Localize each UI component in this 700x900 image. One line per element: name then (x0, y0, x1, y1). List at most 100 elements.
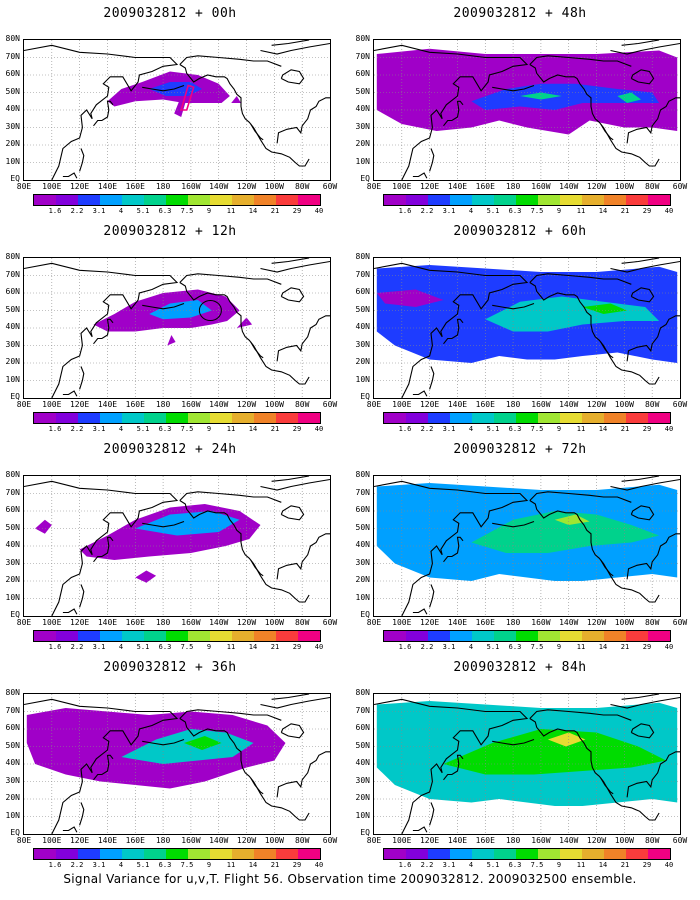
coastline (600, 341, 614, 359)
longitude-label: 100W (614, 836, 634, 845)
latitude-label: 10N (5, 592, 20, 602)
coastline (374, 44, 529, 180)
colorbar-swatch (100, 849, 122, 859)
colorbar-swatch (560, 195, 582, 205)
coastline (443, 754, 464, 781)
colorbar-swatch (604, 195, 626, 205)
colorbar-tick: 29 (292, 643, 302, 651)
latitude-label: 50N (5, 304, 20, 314)
colorbar-tick: 4 (118, 643, 124, 651)
latitude-label: 60N (5, 505, 20, 514)
colorbar (383, 194, 671, 206)
colorbar-tick: 14 (598, 861, 608, 869)
latitude-label: 70N (5, 487, 20, 497)
coastline (610, 260, 680, 273)
coastline (429, 802, 435, 826)
longitude-label: 120W (586, 182, 607, 191)
colorbar-tick: 2.2 (420, 861, 434, 869)
colorbar-tick: 11 (226, 861, 236, 869)
longitude-label: 80W (644, 836, 660, 845)
panel-title: 2009032812 + 24h (103, 442, 237, 457)
coastline (179, 273, 282, 285)
coastline (280, 69, 305, 85)
colorbar-tick: 21 (620, 207, 630, 215)
colorbar-tick: 11 (576, 861, 586, 869)
latitude-label: EQ (10, 610, 20, 619)
variance-contour (547, 732, 586, 747)
latitude-label: 20N (355, 139, 370, 148)
coastline (621, 258, 660, 264)
colorbar-swatch (626, 631, 648, 641)
longitude-label: 60W (672, 618, 688, 627)
colorbar-tick: 1.6 (398, 425, 412, 433)
colorbar-swatch (384, 631, 406, 641)
colorbar-tick: 9 (556, 643, 562, 651)
colorbar-tick: 29 (292, 861, 302, 869)
colorbar-swatch (582, 195, 604, 205)
longitude-label: 60W (672, 836, 688, 845)
colorbar-swatch (560, 413, 582, 423)
colorbar-tick: 2.2 (70, 207, 84, 215)
colorbar-swatch (648, 413, 670, 423)
coastline (93, 536, 114, 563)
latitude-label: EQ (10, 828, 20, 837)
latitude-label: 80N (5, 252, 20, 261)
coastline (443, 318, 464, 345)
latitude-label: 70N (355, 487, 370, 497)
latitude-label: 40N (5, 758, 20, 767)
colorbar-swatch (384, 849, 406, 859)
coastline (529, 709, 632, 721)
colorbar-swatch (78, 631, 100, 641)
longitude-label: 140E (97, 182, 118, 191)
longitude-label: 140W (209, 618, 229, 627)
colorbar-tick: 6.3 (158, 425, 172, 433)
longitude-label: 80W (294, 618, 310, 627)
longitude-label: 100W (614, 618, 634, 627)
latitude-label: 70N (355, 705, 370, 715)
coastline (142, 302, 185, 310)
longitude-label: 100E (392, 400, 412, 409)
colorbar-swatch (428, 849, 450, 859)
colorbar-tick: 7.5 (180, 207, 194, 215)
colorbar-swatch (276, 413, 298, 423)
colorbar-tick: 7.5 (180, 425, 194, 433)
colorbar-tick: 4 (468, 425, 474, 433)
latitude-label: 40N (5, 540, 20, 549)
latitude-label: 10N (5, 156, 20, 166)
latitude-label: 50N (355, 522, 370, 532)
colorbar-tick: 4 (468, 207, 474, 215)
coastline (626, 533, 680, 580)
longitude-label: 180 (505, 618, 521, 627)
longitude-label: 140E (97, 836, 118, 845)
latitude-label: 50N (5, 740, 20, 750)
colorbar (383, 848, 671, 860)
longitude-label: 80E (16, 182, 32, 191)
colorbar-tick: 21 (620, 861, 630, 869)
colorbar-tick: 7.5 (530, 425, 544, 433)
longitude-label: 100E (392, 618, 412, 627)
map-panel: 2009032812 + 60h 80N 70N 60N 50N 40N 30N 20N 10N… (350, 218, 690, 440)
longitude-label: 140E (447, 182, 468, 191)
colorbar-swatch (494, 631, 516, 641)
colorbar-swatch (100, 195, 122, 205)
colorbar-tick: 5.1 (486, 207, 500, 215)
colorbar-swatch (232, 413, 254, 423)
coastline (62, 390, 78, 397)
colorbar-tick: 3.1 (442, 861, 456, 869)
latitude-label: 30N (5, 775, 20, 785)
variance-contour (184, 736, 222, 750)
latitude-label: 60N (355, 287, 370, 296)
panel-title: 2009032812 + 84h (453, 660, 587, 675)
longitude-label: 140W (559, 400, 579, 409)
colorbar-tick: 14 (248, 643, 258, 651)
coastline (630, 287, 655, 303)
latitude-label: 20N (355, 575, 370, 584)
panel-title: 2009032812 + 12h (103, 224, 237, 239)
longitude-label: 180 (155, 182, 171, 191)
longitude-label: 140W (209, 182, 229, 191)
longitude-label: 80W (294, 836, 310, 845)
colorbar-swatch (34, 631, 56, 641)
longitude-label: 120W (586, 400, 607, 409)
coastline (179, 55, 282, 67)
latitude-label: 20N (5, 793, 20, 802)
